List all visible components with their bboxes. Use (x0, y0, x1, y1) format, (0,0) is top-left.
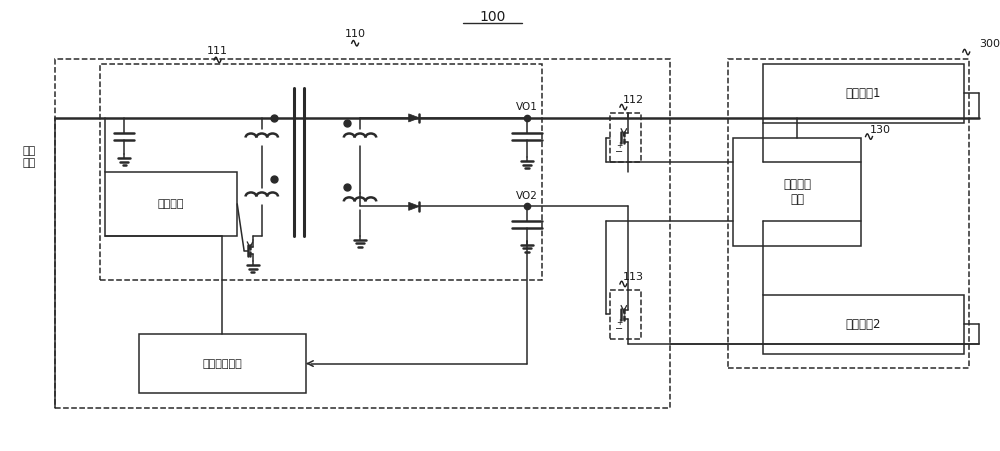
Bar (610, 113, 641, 162)
Bar (733, 138, 861, 246)
Text: 111: 111 (207, 46, 228, 56)
Text: 300: 300 (979, 39, 1000, 49)
Text: 110: 110 (345, 29, 366, 39)
Text: 112: 112 (623, 95, 644, 105)
Text: 电池单元1: 电池单元1 (846, 87, 881, 100)
Text: 电池单元2: 电池单元2 (846, 318, 881, 331)
Text: 130: 130 (870, 124, 891, 135)
Text: 100: 100 (479, 10, 506, 24)
Text: +: + (616, 142, 622, 151)
Text: 控制电路: 控制电路 (158, 199, 184, 209)
Bar (610, 290, 641, 339)
Text: 检测处理
模块: 检测处理 模块 (783, 178, 811, 206)
Text: 闭环反馈电路: 闭环反馈电路 (203, 359, 242, 368)
Text: 输入
电源: 输入 电源 (22, 147, 36, 168)
Bar (100, 64, 542, 280)
Bar (763, 64, 964, 123)
Polygon shape (409, 202, 419, 211)
Text: VO1: VO1 (516, 102, 538, 112)
Bar (728, 59, 969, 368)
Text: −: − (615, 324, 623, 334)
Text: −: − (615, 147, 623, 157)
Bar (139, 334, 306, 393)
Bar (763, 295, 964, 354)
Text: 113: 113 (623, 272, 644, 282)
Text: +: + (616, 318, 622, 327)
Polygon shape (409, 114, 419, 122)
Text: VO2: VO2 (516, 190, 538, 201)
Bar (105, 172, 237, 236)
Bar (55, 59, 670, 408)
